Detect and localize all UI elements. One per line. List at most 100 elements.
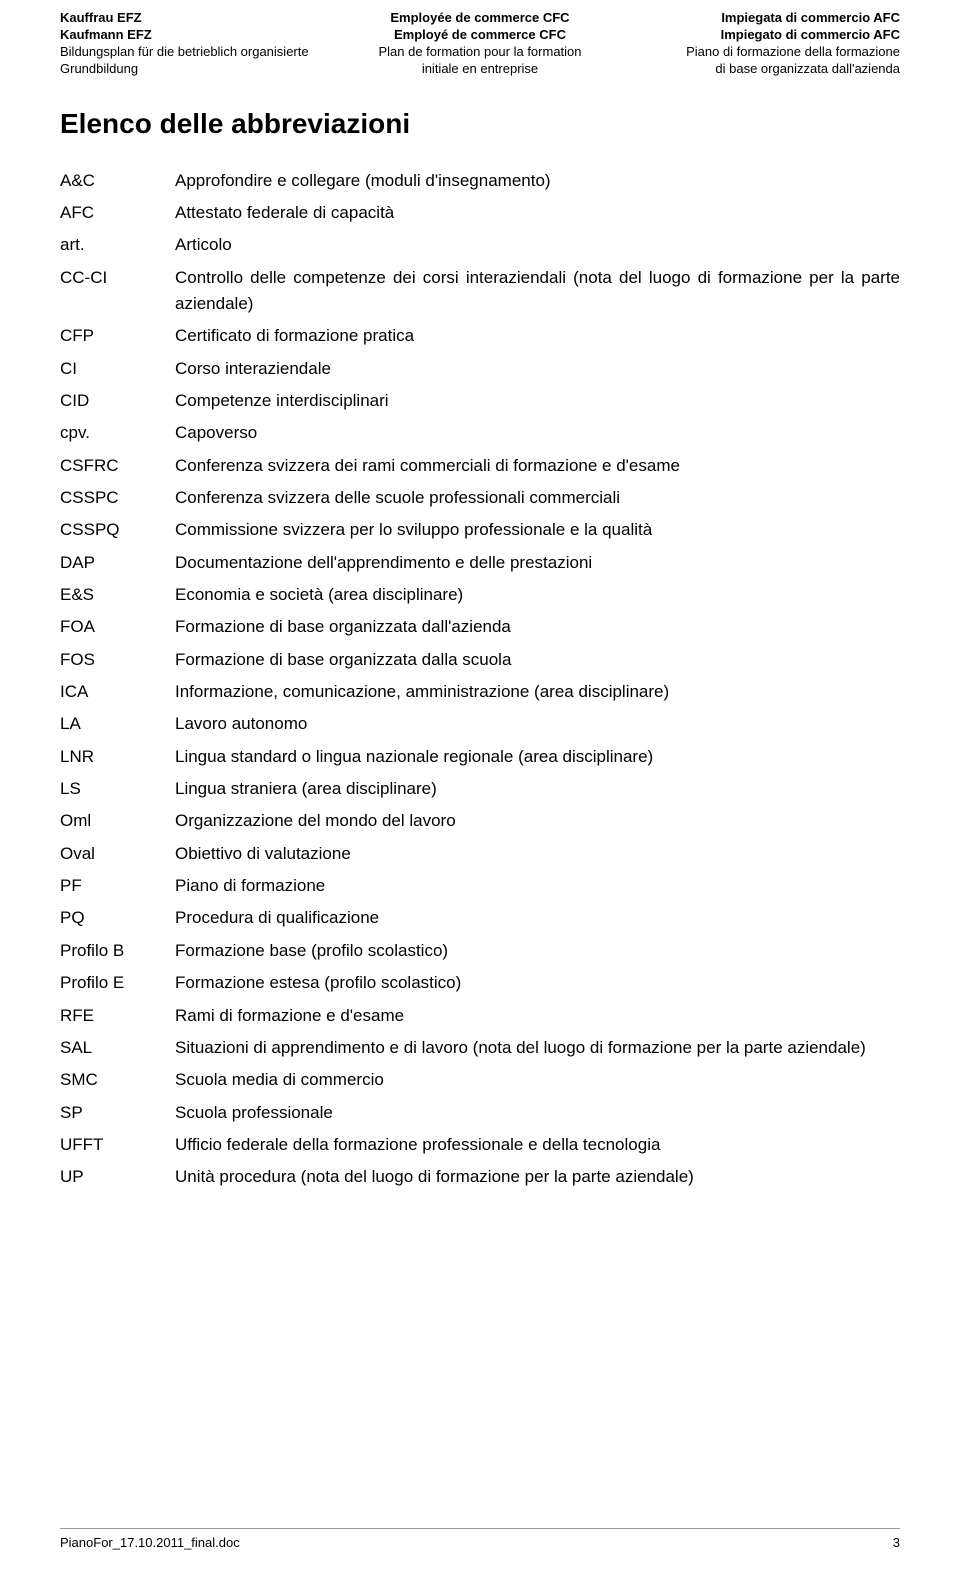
abbr-term: Oval [60, 841, 175, 867]
abbr-term: LNR [60, 744, 175, 770]
abbr-term: UFFT [60, 1132, 175, 1158]
abbr-row: RFERami di formazione e d'esame [60, 1003, 900, 1029]
abbr-definition: Informazione, comunicazione, amministraz… [175, 679, 900, 705]
abbr-row: ICAInformazione, comunicazione, amminist… [60, 679, 900, 705]
abbr-definition: Certificato di formazione pratica [175, 323, 900, 349]
abbr-definition: Formazione base (profilo scolastico) [175, 938, 900, 964]
abbr-term: SP [60, 1100, 175, 1126]
abbr-definition: Conferenza svizzera dei rami commerciali… [175, 453, 900, 479]
abbr-term: RFE [60, 1003, 175, 1029]
abbr-definition: Conferenza svizzera delle scuole profess… [175, 485, 900, 511]
abbr-definition: Economia e società (area disciplinare) [175, 582, 900, 608]
abbreviation-list: A&CApprofondire e collegare (moduli d'in… [60, 168, 900, 1191]
abbr-row: LNRLingua standard o lingua nazionale re… [60, 744, 900, 770]
abbr-definition: Formazione di base organizzata dalla scu… [175, 647, 900, 673]
abbr-term: CI [60, 356, 175, 382]
header-col-fr: Employée de commerce CFC Employé de comm… [346, 10, 615, 78]
abbr-definition: Lingua straniera (area disciplinare) [175, 776, 900, 802]
abbr-row: E&SEconomia e società (area disciplinare… [60, 582, 900, 608]
header-de-l1: Kauffrau EFZ [60, 10, 329, 27]
abbr-term: UP [60, 1164, 175, 1190]
abbr-term: CC-CI [60, 265, 175, 291]
abbr-definition: Ufficio federale della formazione profes… [175, 1132, 900, 1158]
header-it-l1: Impiegata di commercio AFC [631, 10, 900, 27]
abbr-definition: Situazioni di apprendimento e di lavoro … [175, 1035, 900, 1061]
page-footer: PianoFor_17.10.2011_final.doc 3 [60, 1528, 900, 1550]
abbr-row: CSSPQCommissione svizzera per lo svilupp… [60, 517, 900, 543]
abbr-term: LA [60, 711, 175, 737]
abbr-term: CSFRC [60, 453, 175, 479]
header-it-l2: Impiegato di commercio AFC [631, 27, 900, 44]
abbr-row: CFPCertificato di formazione pratica [60, 323, 900, 349]
abbr-term: cpv. [60, 420, 175, 446]
abbr-term: ICA [60, 679, 175, 705]
abbr-row: OmlOrganizzazione del mondo del lavoro [60, 808, 900, 834]
footer-page-number: 3 [893, 1535, 900, 1550]
abbr-row: SPScuola professionale [60, 1100, 900, 1126]
abbr-definition: Unità procedura (nota del luogo di forma… [175, 1164, 900, 1190]
abbr-row: FOAFormazione di base organizzata dall'a… [60, 614, 900, 640]
abbr-row: Profilo EFormazione estesa (profilo scol… [60, 970, 900, 996]
abbr-row: PQProcedura di qualificazione [60, 905, 900, 931]
abbr-row: Profilo BFormazione base (profilo scolas… [60, 938, 900, 964]
abbr-term: CSSPC [60, 485, 175, 511]
abbr-row: CSSPCConferenza svizzera delle scuole pr… [60, 485, 900, 511]
abbr-term: CFP [60, 323, 175, 349]
abbr-term: SAL [60, 1035, 175, 1061]
abbr-term: FOA [60, 614, 175, 640]
abbr-term: art. [60, 232, 175, 258]
abbr-definition: Scuola professionale [175, 1100, 900, 1126]
abbr-definition: Approfondire e collegare (moduli d'inseg… [175, 168, 900, 194]
abbr-definition: Commissione svizzera per lo sviluppo pro… [175, 517, 900, 543]
abbr-row: PFPiano di formazione [60, 873, 900, 899]
abbr-row: LSLingua straniera (area disciplinare) [60, 776, 900, 802]
page-title: Elenco delle abbreviazioni [60, 108, 900, 140]
header-de-l4: Grundbildung [60, 61, 329, 78]
abbr-row: A&CApprofondire e collegare (moduli d'in… [60, 168, 900, 194]
abbr-term: AFC [60, 200, 175, 226]
abbr-definition: Organizzazione del mondo del lavoro [175, 808, 900, 834]
abbr-definition: Rami di formazione e d'esame [175, 1003, 900, 1029]
abbr-row: UPUnità procedura (nota del luogo di for… [60, 1164, 900, 1190]
abbr-definition: Formazione di base organizzata dall'azie… [175, 614, 900, 640]
header-it-l3: Piano di formazione della formazione [631, 44, 900, 61]
abbr-definition: Attestato federale di capacità [175, 200, 900, 226]
abbr-term: FOS [60, 647, 175, 673]
abbr-definition: Obiettivo di valutazione [175, 841, 900, 867]
abbr-row: OvalObiettivo di valutazione [60, 841, 900, 867]
abbr-term: Profilo E [60, 970, 175, 996]
abbr-definition: Competenze interdisciplinari [175, 388, 900, 414]
footer-filename: PianoFor_17.10.2011_final.doc [60, 1535, 240, 1550]
abbr-definition: Capoverso [175, 420, 900, 446]
page-header: Kauffrau EFZ Kaufmann EFZ Bildungsplan f… [60, 10, 900, 78]
abbr-term: A&C [60, 168, 175, 194]
abbr-definition: Procedura di qualificazione [175, 905, 900, 931]
abbr-term: DAP [60, 550, 175, 576]
header-fr-l4: initiale en entreprise [346, 61, 615, 78]
abbr-definition: Piano di formazione [175, 873, 900, 899]
abbr-definition: Lingua standard o lingua nazionale regio… [175, 744, 900, 770]
abbr-term: Profilo B [60, 938, 175, 964]
header-col-it: Impiegata di commercio AFC Impiegato di … [631, 10, 900, 78]
abbr-row: CICorso interaziendale [60, 356, 900, 382]
abbr-term: SMC [60, 1067, 175, 1093]
abbr-term: PQ [60, 905, 175, 931]
abbr-row: LALavoro autonomo [60, 711, 900, 737]
abbr-row: cpv.Capoverso [60, 420, 900, 446]
abbr-definition: Corso interaziendale [175, 356, 900, 382]
abbr-term: Oml [60, 808, 175, 834]
abbr-row: SALSituazioni di apprendimento e di lavo… [60, 1035, 900, 1061]
abbr-row: UFFTUfficio federale della formazione pr… [60, 1132, 900, 1158]
abbr-row: AFCAttestato federale di capacità [60, 200, 900, 226]
abbr-definition: Documentazione dell'apprendimento e dell… [175, 550, 900, 576]
abbr-row: art.Articolo [60, 232, 900, 258]
header-fr-l3: Plan de formation pour la formation [346, 44, 615, 61]
footer-divider [60, 1528, 900, 1529]
header-de-l3: Bildungsplan für die betrieblich organis… [60, 44, 329, 61]
abbr-definition: Lavoro autonomo [175, 711, 900, 737]
abbr-definition: Scuola media di commercio [175, 1067, 900, 1093]
header-it-l4: di base organizzata dall'azienda [631, 61, 900, 78]
header-fr-l1: Employée de commerce CFC [346, 10, 615, 27]
abbr-row: SMCScuola media di commercio [60, 1067, 900, 1093]
header-col-de: Kauffrau EFZ Kaufmann EFZ Bildungsplan f… [60, 10, 329, 78]
